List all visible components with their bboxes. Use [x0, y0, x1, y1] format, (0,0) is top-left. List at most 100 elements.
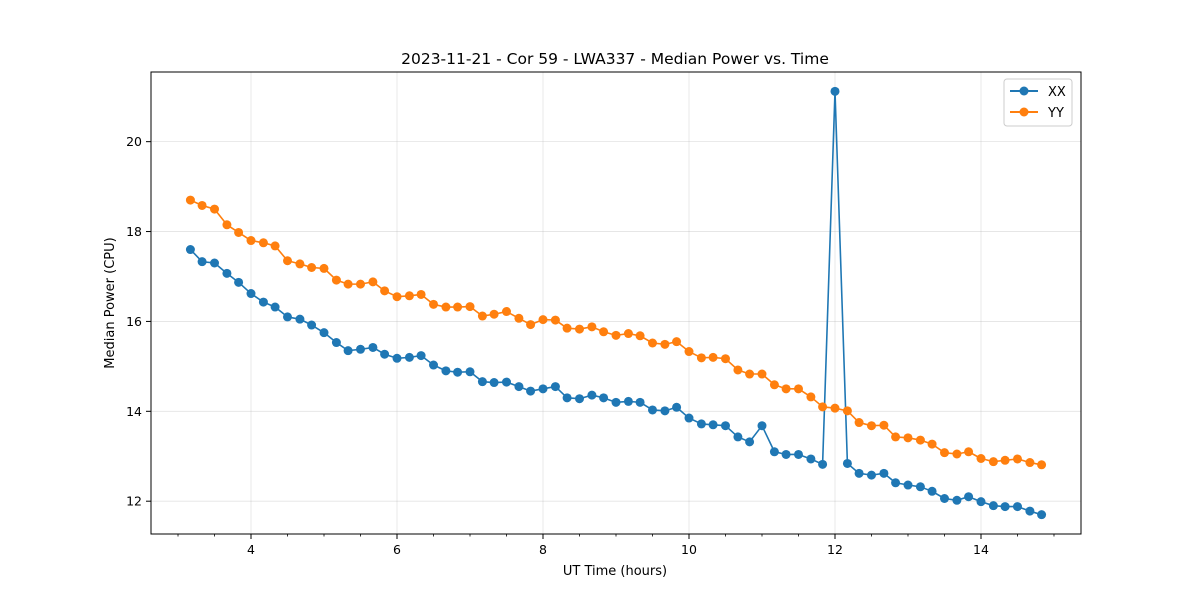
- y-tick-label: 18: [126, 224, 142, 239]
- data-point-xx: [611, 397, 621, 407]
- data-point-yy: [575, 324, 585, 334]
- data-point-xx: [404, 352, 414, 362]
- data-point-xx: [526, 386, 536, 396]
- data-point-yy: [295, 259, 305, 269]
- data-point-xx: [745, 437, 755, 447]
- data-point-xx: [453, 367, 463, 377]
- data-point-xx: [307, 320, 317, 330]
- data-point-xx: [903, 480, 913, 490]
- data-point-yy: [806, 392, 816, 402]
- x-tick-label: 12: [827, 542, 843, 557]
- data-point-xx: [866, 470, 876, 480]
- data-point-yy: [1025, 458, 1035, 468]
- data-point-xx: [708, 420, 718, 430]
- data-point-yy: [429, 299, 439, 309]
- data-point-yy: [623, 329, 633, 339]
- data-point-yy: [745, 369, 755, 379]
- data-point-xx: [647, 405, 657, 415]
- data-point-xx: [429, 360, 439, 370]
- data-point-xx: [283, 312, 293, 322]
- data-point-yy: [769, 380, 779, 390]
- data-point-yy: [185, 195, 195, 205]
- x-tick-label: 14: [973, 542, 989, 557]
- data-point-xx: [915, 482, 925, 492]
- data-point-xx: [599, 393, 609, 403]
- x-tick-label: 4: [247, 542, 255, 557]
- data-point-yy: [368, 277, 378, 287]
- data-point-xx: [489, 378, 499, 388]
- data-point-xx: [891, 478, 901, 488]
- data-point-yy: [489, 309, 499, 319]
- data-point-xx: [842, 458, 852, 468]
- data-point-xx: [964, 492, 974, 502]
- data-point-xx: [635, 397, 645, 407]
- x-tick-label: 10: [681, 542, 697, 557]
- data-point-yy: [1000, 455, 1010, 465]
- data-point-yy: [331, 275, 341, 285]
- data-point-xx: [988, 501, 998, 511]
- data-point-xx: [550, 382, 560, 392]
- data-point-yy: [708, 352, 718, 362]
- data-point-xx: [769, 447, 779, 457]
- data-point-xx: [927, 486, 937, 496]
- data-point-xx: [380, 349, 390, 359]
- data-point-xx: [197, 257, 207, 267]
- data-point-yy: [356, 279, 366, 289]
- data-point-yy: [283, 256, 293, 266]
- data-point-xx: [1000, 502, 1010, 512]
- data-point-yy: [733, 365, 743, 375]
- x-axis-label: UT Time (hours): [563, 564, 667, 579]
- data-point-yy: [526, 320, 536, 330]
- data-point-yy: [550, 315, 560, 325]
- y-axis-label: Median Power (CPU): [103, 237, 118, 368]
- y-tick-label: 12: [126, 494, 142, 509]
- data-point-yy: [879, 420, 889, 430]
- data-point-xx: [319, 328, 329, 338]
- data-point-xx: [356, 344, 366, 354]
- data-point-yy: [587, 322, 597, 332]
- data-point-yy: [611, 330, 621, 340]
- data-point-xx: [781, 449, 791, 459]
- data-point-yy: [465, 302, 475, 312]
- data-point-yy: [380, 286, 390, 296]
- data-point-xx: [1025, 506, 1035, 516]
- data-point-xx: [818, 459, 828, 469]
- data-point-yy: [696, 353, 706, 363]
- data-point-xx: [416, 351, 426, 361]
- data-point-xx: [806, 454, 816, 464]
- data-point-xx: [720, 421, 730, 431]
- data-point-xx: [733, 432, 743, 442]
- data-point-yy: [210, 204, 220, 214]
- data-point-yy: [830, 403, 840, 413]
- data-point-yy: [939, 448, 949, 458]
- data-point-xx: [270, 302, 280, 312]
- legend-label-yy: YY: [1047, 106, 1064, 121]
- data-point-yy: [538, 315, 548, 325]
- legend: XX YY: [1003, 78, 1073, 127]
- data-point-xx: [976, 497, 986, 507]
- data-point-yy: [903, 433, 913, 443]
- data-point-yy: [915, 435, 925, 445]
- data-point-xx: [477, 377, 487, 387]
- data-point-xx: [830, 86, 840, 96]
- data-point-xx: [514, 382, 524, 392]
- data-point-xx: [879, 468, 889, 478]
- data-point-yy: [647, 338, 657, 348]
- data-point-xx: [939, 493, 949, 503]
- data-point-yy: [635, 331, 645, 341]
- series-layer: [185, 86, 1047, 520]
- data-point-yy: [660, 339, 670, 349]
- data-point-xx: [331, 338, 341, 348]
- data-point-xx: [660, 406, 670, 416]
- data-point-xx: [1012, 502, 1022, 512]
- data-point-yy: [514, 313, 524, 323]
- data-point-yy: [672, 337, 682, 347]
- data-point-xx: [210, 258, 220, 268]
- data-point-xx: [538, 384, 548, 394]
- data-point-yy: [927, 439, 937, 449]
- data-point-yy: [307, 262, 317, 272]
- data-point-yy: [842, 406, 852, 416]
- data-point-yy: [757, 369, 767, 379]
